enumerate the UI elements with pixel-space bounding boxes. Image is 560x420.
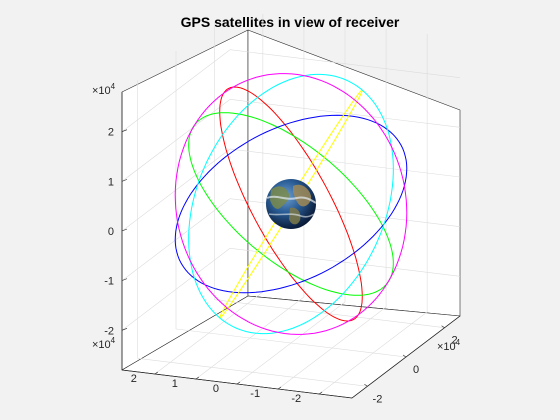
x-tick-mark bbox=[402, 354, 407, 358]
y-tick-label: 0 bbox=[213, 383, 219, 395]
axes-box bbox=[121, 29, 461, 399]
x-tick-mark bbox=[364, 384, 368, 387]
orbit-path bbox=[174, 73, 408, 335]
z-tick-mark bbox=[121, 278, 128, 281]
y-tick-label: 2 bbox=[131, 373, 137, 385]
y-tick-label: -1 bbox=[250, 388, 260, 400]
y-axis-exponent: 4 bbox=[111, 336, 116, 345]
earth-clouds bbox=[266, 195, 316, 204]
z-tick-label: 1 bbox=[108, 176, 114, 188]
z-axis-exponent: 4 bbox=[111, 82, 116, 91]
y-tick-label: 1 bbox=[172, 378, 178, 390]
z-tick-mark bbox=[121, 328, 128, 331]
chart-title: GPS satellites in view of receiver bbox=[181, 14, 400, 30]
z-axis-multiplier: ×104 bbox=[92, 82, 116, 97]
earth-landmass bbox=[293, 184, 312, 207]
z-tick-label: -2 bbox=[104, 325, 114, 337]
z-tick-mark bbox=[121, 228, 128, 232]
y-gridline bbox=[277, 29, 387, 390]
z-tick-label: 0 bbox=[108, 226, 114, 238]
earth-surface bbox=[266, 184, 316, 225]
z-tick-mark bbox=[121, 129, 128, 132]
y-tick-mark bbox=[195, 376, 200, 380]
y-gridline bbox=[318, 34, 428, 395]
x-tick-mark bbox=[441, 325, 445, 328]
y-tick-mark bbox=[318, 391, 323, 395]
satellite-orbits bbox=[174, 73, 408, 335]
earth-clouds bbox=[268, 213, 315, 218]
y-tick-mark bbox=[154, 371, 159, 375]
y-tick-mark bbox=[236, 381, 241, 385]
z-tick-mark bbox=[121, 179, 128, 182]
orbit-path bbox=[219, 89, 363, 319]
y-gridline bbox=[195, 19, 305, 380]
z-tick-label: 2 bbox=[108, 127, 114, 139]
y-gridline bbox=[236, 24, 346, 385]
y-axis-multiplier: ×104 bbox=[92, 336, 116, 351]
x-axis-multiplier: ×104 bbox=[437, 338, 461, 353]
y-gridline bbox=[154, 14, 264, 375]
y-tick-mark bbox=[277, 386, 282, 390]
x-axis-exponent: 4 bbox=[456, 338, 461, 347]
z-tick-label: -1 bbox=[104, 276, 114, 288]
x-tick-label: -2 bbox=[373, 393, 383, 405]
earth-globe bbox=[266, 179, 316, 229]
earth-landmass bbox=[289, 207, 301, 225]
y-tick-label: -2 bbox=[291, 393, 301, 405]
x-tick-label: 0 bbox=[413, 364, 419, 376]
x-tick-label: 2 bbox=[452, 335, 458, 347]
tick-labels: -2 -1 0 1 2 -2 -1 0 1 2 -2 0 2 bbox=[104, 127, 457, 406]
orbit-path bbox=[188, 73, 394, 335]
